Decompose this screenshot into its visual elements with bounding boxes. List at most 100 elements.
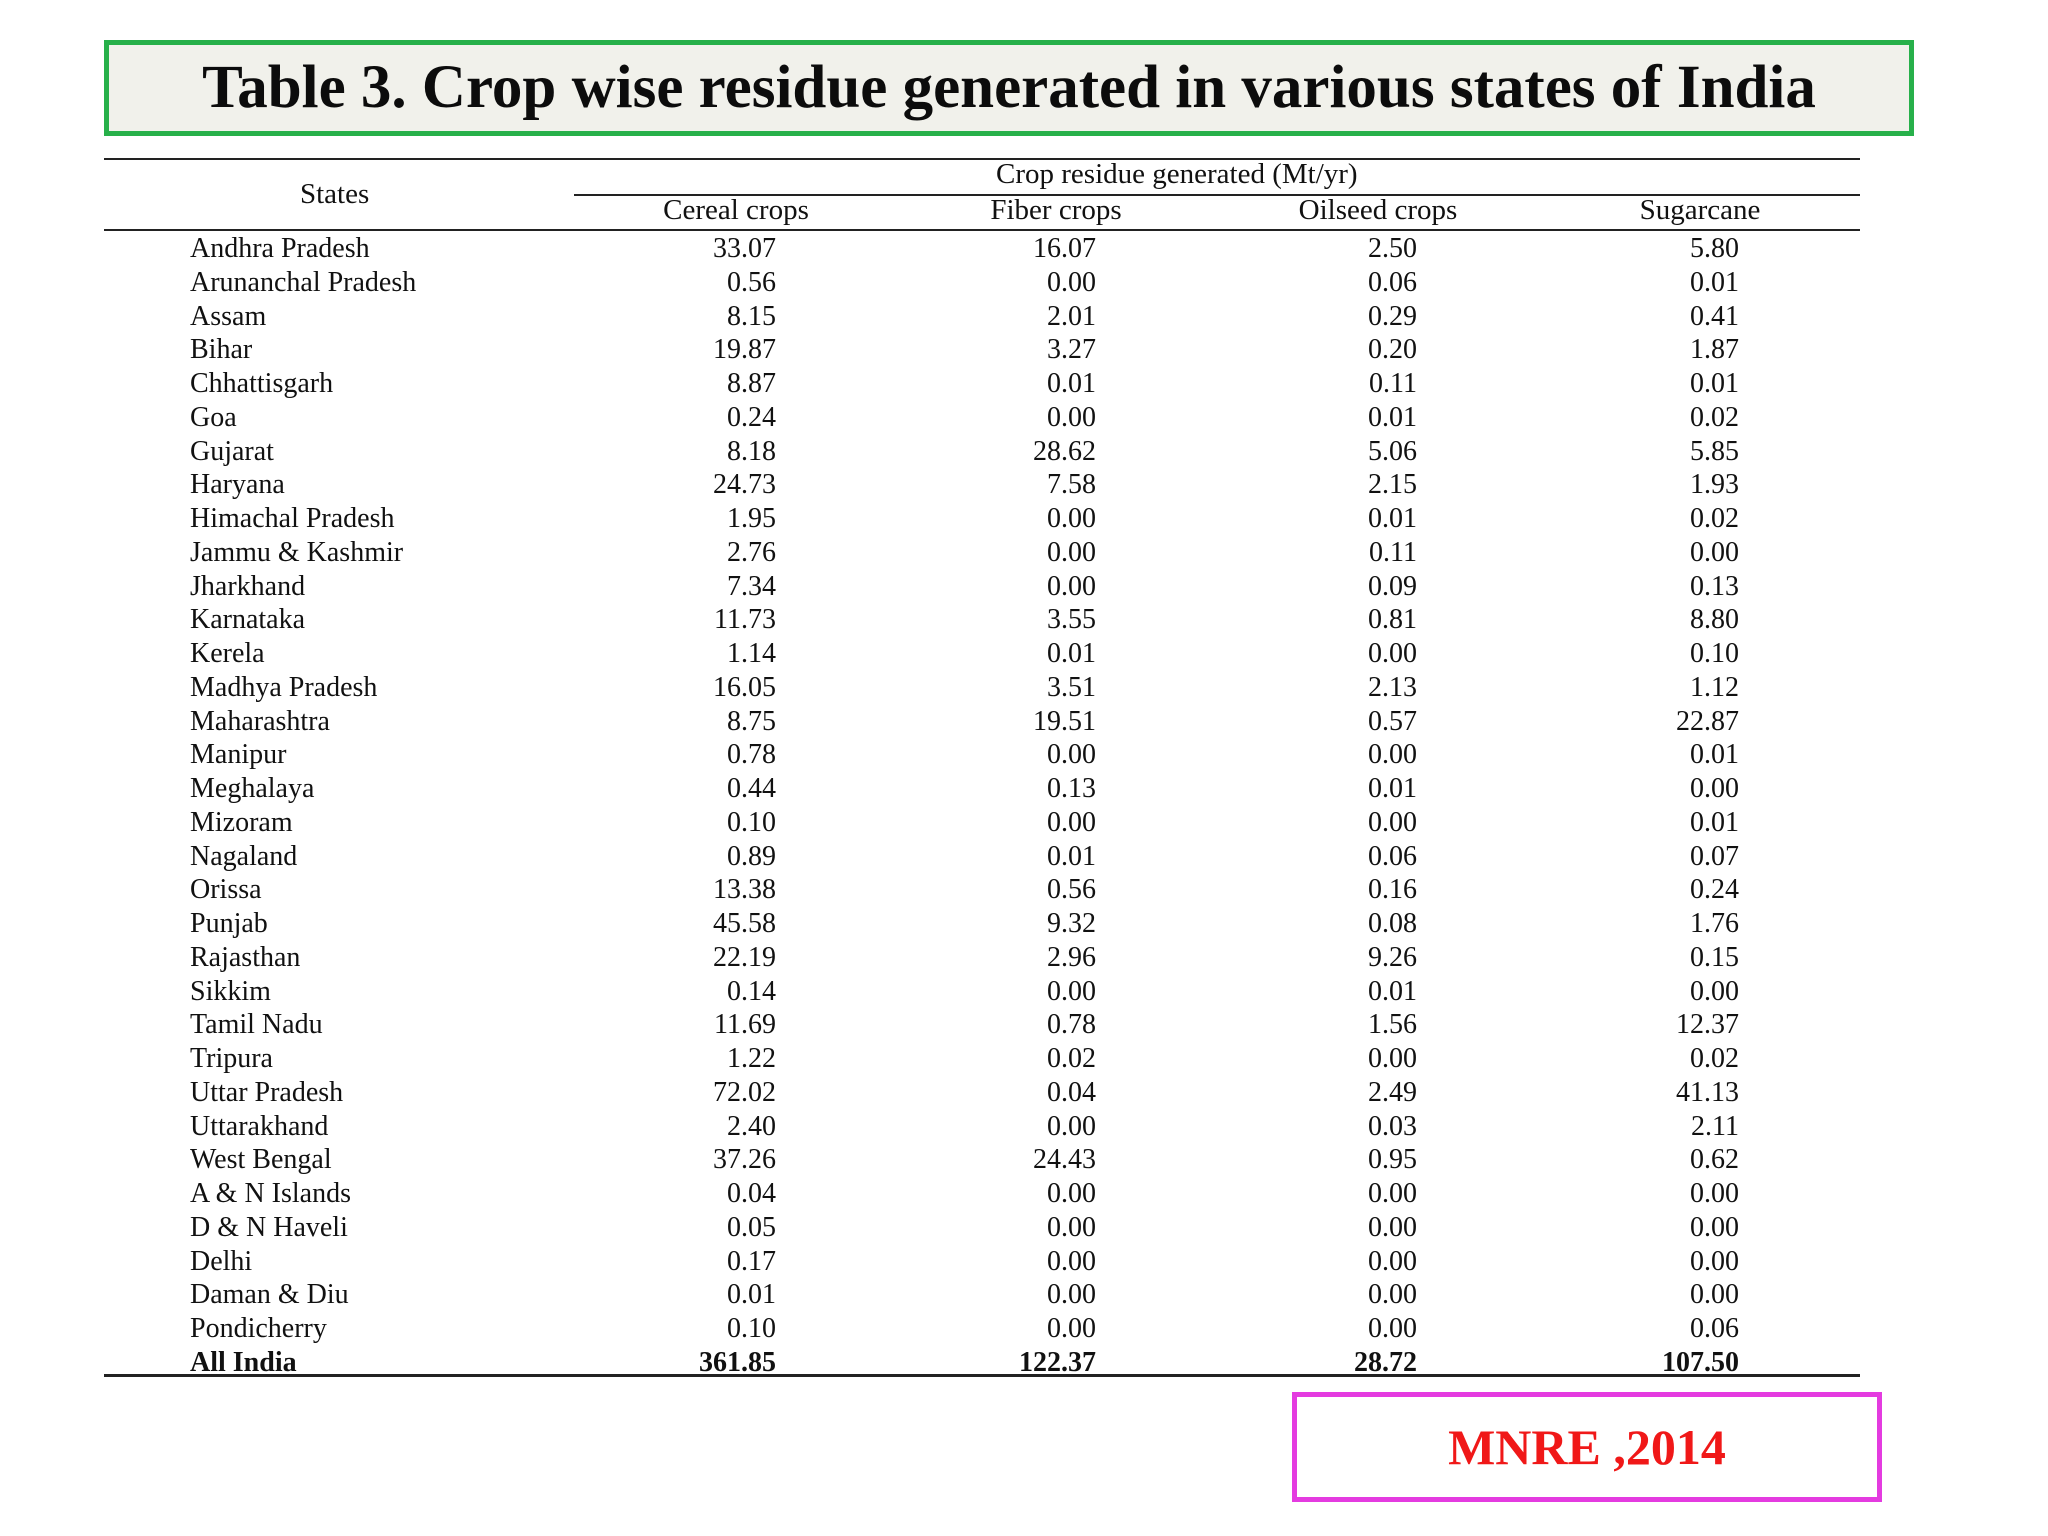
fiber-value: 0.13: [1047, 773, 1096, 804]
state-name: Bihar: [190, 334, 253, 366]
state-name: Chhattisgarh: [190, 368, 334, 399]
table-row: Mizoram 0.10 0.00 0.00 0.01: [104, 806, 1860, 840]
group-header: Crop residue generated (Mt/yr): [996, 158, 1358, 190]
cereal-value: 0.89: [727, 840, 776, 872]
sugarcane-value: 0.13: [1690, 570, 1739, 602]
table-row: Bihar 19.87 3.27 0.20 1.87: [104, 333, 1860, 367]
state-name: Karnataka: [190, 604, 306, 636]
state-name: Rajasthan: [190, 941, 301, 973]
state-name: Kerela: [190, 638, 265, 669]
fiber-value: 0.00: [1047, 1313, 1096, 1344]
table-top-rule: [104, 158, 1860, 160]
table-body: Andhra Pradesh 33.07 16.07 2.50 5.80 Arunanch…: [104, 232, 1860, 1380]
cereal-value: 0.17: [727, 1245, 776, 1277]
table-row: Kerela 1.14 0.01 0.00 0.10: [104, 637, 1860, 671]
state-name: Goa: [190, 401, 237, 433]
cereal-value: 45.58: [713, 908, 776, 939]
sugarcane-value: 41.13: [1676, 1076, 1739, 1108]
sugarcane-value: 0.01: [1690, 806, 1739, 838]
table-row: Madhya Pradesh 16.05 3.51 2.13 1.12: [104, 671, 1860, 705]
state-name: Haryana: [190, 469, 285, 501]
fiber-value: 3.51: [1047, 671, 1096, 703]
state-name: Pondicherry: [190, 1313, 327, 1344]
state-name: Punjab: [190, 908, 268, 939]
sugarcane-value: 0.62: [1690, 1144, 1739, 1176]
state-name: Madhya Pradesh: [190, 671, 378, 703]
sugarcane-value: 0.10: [1690, 638, 1739, 669]
table-row: Andhra Pradesh 33.07 16.07 2.50 5.80: [104, 232, 1860, 266]
fiber-value: 0.00: [1047, 975, 1096, 1007]
oilseed-value: 0.01: [1368, 975, 1417, 1007]
sugarcane-value: 0.15: [1690, 941, 1739, 973]
cereal-value: 0.44: [727, 773, 776, 804]
fiber-value: 2.01: [1047, 300, 1096, 332]
oilseed-value: 0.29: [1368, 300, 1417, 332]
fiber-value: 3.55: [1047, 604, 1096, 636]
state-name: Jammu & Kashmir: [190, 536, 404, 568]
state-name: Uttar Pradesh: [190, 1076, 344, 1108]
cereal-value: 13.38: [713, 874, 776, 906]
oilseed-value: 0.00: [1368, 739, 1417, 771]
cereal-value: 0.05: [727, 1211, 776, 1243]
header-bottom-rule: [104, 229, 1860, 231]
state-name: Tripura: [190, 1043, 273, 1074]
fiber-value: 0.01: [1047, 368, 1096, 399]
state-name: Daman & Diu: [190, 1279, 349, 1311]
oilseed-value: 2.50: [1368, 233, 1417, 264]
source-box: MNRE ,2014: [1292, 1392, 1882, 1502]
sugarcane-value: 107.50: [1662, 1346, 1739, 1378]
fiber-value: 122.37: [1019, 1346, 1096, 1378]
cereal-value: 1.14: [727, 638, 776, 669]
cereal-value: 0.14: [727, 975, 776, 1007]
fiber-value: 7.58: [1047, 469, 1096, 501]
table-row: Tamil Nadu 11.69 0.78 1.56 12.37: [104, 1008, 1860, 1042]
cereal-value: 0.56: [727, 266, 776, 298]
fiber-value: 24.43: [1033, 1144, 1096, 1176]
title-box: Table 3. Crop wise residue generated in …: [104, 40, 1914, 136]
fiber-value: 0.00: [1047, 401, 1096, 433]
table-row: Nagaland 0.89 0.01 0.06 0.07: [104, 840, 1860, 874]
fiber-value: 0.00: [1047, 1178, 1096, 1209]
oilseed-value: 0.00: [1368, 1178, 1417, 1209]
cereal-value: 11.69: [714, 1009, 776, 1041]
state-name: Sikkim: [190, 975, 271, 1007]
cereal-value: 8.15: [727, 300, 776, 332]
oilseed-value: 0.00: [1368, 806, 1417, 838]
cereal-value: 361.85: [699, 1346, 776, 1378]
state-name: All India: [190, 1346, 297, 1378]
oilseed-value: 0.16: [1368, 874, 1417, 906]
sugarcane-value: 0.01: [1690, 266, 1739, 298]
table-row: Rajasthan 22.19 2.96 9.26 0.15: [104, 941, 1860, 975]
oilseed-value: 0.08: [1368, 908, 1417, 939]
state-name: Orissa: [190, 874, 262, 906]
oilseed-value: 0.00: [1368, 1313, 1417, 1344]
column-header-oilseed: Oilseed crops: [1298, 194, 1458, 226]
cereal-value: 8.87: [727, 368, 776, 399]
state-name: Jharkhand: [190, 570, 306, 602]
oilseed-value: 0.01: [1368, 773, 1417, 804]
state-name: West Bengal: [190, 1144, 332, 1176]
cereal-value: 2.40: [727, 1110, 776, 1142]
fiber-value: 0.00: [1047, 806, 1096, 838]
table-bottom-rule: [104, 1374, 1860, 1377]
state-name: Manipur: [190, 739, 287, 771]
state-name: Nagaland: [190, 840, 298, 872]
oilseed-value: 2.15: [1368, 469, 1417, 501]
cereal-value: 24.73: [713, 469, 776, 501]
states-header: States: [300, 178, 370, 210]
fiber-value: 9.32: [1047, 908, 1096, 939]
table-row: D & N Haveli 0.05 0.00 0.00 0.00: [104, 1211, 1860, 1245]
fiber-value: 0.00: [1047, 1279, 1096, 1311]
fiber-value: 0.02: [1047, 1043, 1096, 1074]
table-row: Gujarat 8.18 28.62 5.06 5.85: [104, 435, 1860, 469]
table-row: Uttar Pradesh 72.02 0.04 2.49 41.13: [104, 1076, 1860, 1110]
sugarcane-value: 0.06: [1690, 1313, 1739, 1344]
state-name: Maharashtra: [190, 705, 330, 737]
table-row: Karnataka 11.73 3.55 0.81 8.80: [104, 603, 1860, 637]
cereal-value: 0.04: [727, 1178, 776, 1209]
fiber-value: 0.56: [1047, 874, 1096, 906]
oilseed-value: 0.11: [1369, 536, 1417, 568]
oilseed-value: 0.81: [1368, 604, 1417, 636]
fiber-value: 0.01: [1047, 638, 1096, 669]
table-row: Arunanchal Pradesh 0.56 0.00 0.06 0.01: [104, 266, 1860, 300]
